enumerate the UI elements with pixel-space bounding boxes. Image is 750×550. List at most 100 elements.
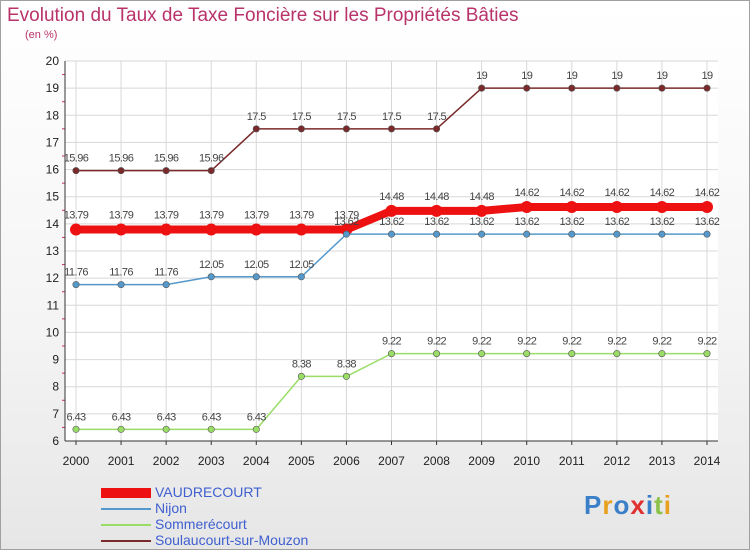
x-tick-label: 2006 bbox=[333, 454, 360, 468]
y-tick-label: 10 bbox=[46, 325, 60, 339]
data-label-sommer-court: 6.43 bbox=[157, 411, 176, 423]
data-point-nijon bbox=[72, 281, 80, 289]
data-label-soulaucourt-sur-mouzon: 17.5 bbox=[382, 111, 401, 123]
x-tick-label: 2014 bbox=[694, 454, 721, 468]
y-tick-label: 13 bbox=[46, 244, 60, 258]
data-point-vaudrecourt bbox=[115, 223, 128, 236]
data-label-nijon: 12.05 bbox=[289, 259, 314, 271]
data-label-soulaucourt-sur-mouzon: 19 bbox=[701, 70, 713, 82]
data-label-sommer-court: 8.38 bbox=[292, 358, 311, 370]
data-label-soulaucourt-sur-mouzon: 15.96 bbox=[64, 153, 89, 165]
legend-label: Soulaucourt-sur-Mouzon bbox=[155, 532, 309, 548]
x-tick-label: 2004 bbox=[243, 454, 270, 468]
x-tick-label: 2005 bbox=[288, 454, 315, 468]
data-point-sommer-court bbox=[568, 350, 576, 358]
legend-swatch bbox=[101, 488, 151, 498]
data-point-soulaucourt-sur-mouzon bbox=[252, 125, 260, 133]
y-tick-label: 20 bbox=[46, 54, 60, 68]
data-point-sommer-court bbox=[252, 425, 260, 433]
data-label-vaudrecourt: 13.79 bbox=[334, 210, 359, 222]
data-point-sommer-court bbox=[703, 350, 711, 358]
data-point-nijon bbox=[162, 281, 170, 289]
y-tick-label: 16 bbox=[46, 163, 60, 177]
data-label-sommer-court: 8.38 bbox=[337, 358, 356, 370]
data-point-soulaucourt-sur-mouzon bbox=[297, 125, 305, 133]
data-label-soulaucourt-sur-mouzon: 19 bbox=[656, 70, 668, 82]
x-tick-label: 2007 bbox=[378, 454, 405, 468]
data-label-nijon: 13.62 bbox=[560, 216, 585, 228]
data-point-soulaucourt-sur-mouzon bbox=[523, 84, 531, 92]
data-point-sommer-court bbox=[72, 425, 80, 433]
data-label-sommer-court: 9.22 bbox=[607, 336, 626, 348]
data-label-vaudrecourt: 14.62 bbox=[560, 187, 585, 199]
data-label-nijon: 12.05 bbox=[244, 259, 269, 271]
x-tick-label: 2013 bbox=[649, 454, 676, 468]
data-label-nijon: 13.62 bbox=[695, 216, 720, 228]
legend-label: VAUDRECOURT bbox=[155, 484, 262, 500]
data-label-soulaucourt-sur-mouzon: 17.5 bbox=[292, 111, 311, 123]
data-label-sommer-court: 9.22 bbox=[472, 336, 491, 348]
logo-letter: t bbox=[654, 490, 664, 520]
data-label-soulaucourt-sur-mouzon: 15.96 bbox=[199, 153, 224, 165]
data-point-soulaucourt-sur-mouzon bbox=[658, 84, 666, 92]
data-point-sommer-court bbox=[658, 350, 666, 358]
data-label-nijon: 11.76 bbox=[109, 267, 133, 279]
data-label-vaudrecourt: 14.48 bbox=[469, 191, 494, 203]
data-point-sommer-court bbox=[613, 350, 621, 358]
data-label-sommer-court: 9.22 bbox=[517, 336, 536, 348]
data-label-vaudrecourt: 14.62 bbox=[650, 187, 675, 199]
data-point-soulaucourt-sur-mouzon bbox=[613, 84, 621, 92]
x-tick-label: 2010 bbox=[513, 454, 540, 468]
data-label-nijon: 11.76 bbox=[64, 267, 88, 279]
x-tick-label: 2003 bbox=[198, 454, 225, 468]
data-label-sommer-court: 9.22 bbox=[562, 336, 581, 348]
data-point-nijon bbox=[207, 273, 215, 281]
data-label-sommer-court: 6.43 bbox=[247, 411, 266, 423]
data-point-vaudrecourt bbox=[70, 223, 82, 236]
data-point-vaudrecourt bbox=[250, 223, 263, 236]
data-point-nijon bbox=[117, 281, 125, 289]
data-point-soulaucourt-sur-mouzon bbox=[342, 125, 350, 133]
data-label-vaudrecourt: 13.79 bbox=[154, 210, 179, 222]
data-point-soulaucourt-sur-mouzon bbox=[117, 167, 125, 175]
data-label-vaudrecourt: 14.48 bbox=[424, 191, 449, 203]
y-tick-label: 11 bbox=[47, 298, 60, 312]
chart-title: Evolution du Taux de Taxe Foncière sur l… bbox=[7, 5, 519, 26]
data-point-nijon bbox=[703, 230, 711, 238]
y-tick-label: 9 bbox=[52, 353, 59, 367]
data-point-vaudrecourt bbox=[160, 223, 173, 236]
x-tick-label: 2011 bbox=[559, 454, 585, 468]
data-label-nijon: 13.62 bbox=[514, 216, 539, 228]
data-point-nijon bbox=[252, 273, 260, 281]
data-label-soulaucourt-sur-mouzon: 17.5 bbox=[247, 111, 266, 123]
x-tick-label: 2000 bbox=[63, 454, 90, 468]
data-label-nijon: 13.62 bbox=[379, 216, 404, 228]
data-point-sommer-court bbox=[387, 350, 395, 358]
data-point-vaudrecourt bbox=[610, 201, 623, 214]
data-point-soulaucourt-sur-mouzon bbox=[703, 84, 711, 92]
data-point-sommer-court bbox=[478, 350, 486, 358]
y-tick-label: 18 bbox=[46, 108, 60, 122]
y-tick-label: 15 bbox=[46, 190, 60, 204]
data-label-sommer-court: 9.22 bbox=[697, 336, 716, 348]
data-point-vaudrecourt bbox=[385, 204, 398, 217]
y-axis-unit-label: (en %) bbox=[25, 29, 58, 41]
x-tick-label: 2002 bbox=[153, 454, 180, 468]
x-tick-label: 2001 bbox=[108, 454, 135, 468]
data-label-nijon: 12.05 bbox=[199, 259, 224, 271]
data-label-soulaucourt-sur-mouzon: 15.96 bbox=[109, 153, 134, 165]
data-point-sommer-court bbox=[433, 350, 441, 358]
data-label-sommer-court: 9.22 bbox=[427, 336, 446, 348]
data-point-nijon bbox=[613, 230, 621, 238]
data-label-vaudrecourt: 13.79 bbox=[64, 210, 89, 222]
data-point-vaudrecourt bbox=[475, 204, 488, 217]
y-tick-label: 8 bbox=[52, 380, 59, 394]
data-label-vaudrecourt: 13.79 bbox=[289, 210, 314, 222]
data-label-vaudrecourt: 13.79 bbox=[109, 210, 134, 222]
data-point-nijon bbox=[433, 230, 441, 238]
data-point-nijon bbox=[297, 273, 305, 281]
data-point-nijon bbox=[523, 230, 531, 238]
data-label-vaudrecourt: 14.62 bbox=[514, 187, 539, 199]
